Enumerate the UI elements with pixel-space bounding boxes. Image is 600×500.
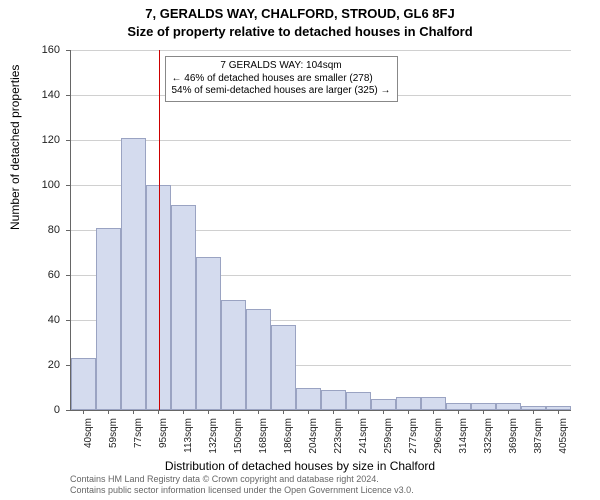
bar bbox=[346, 392, 371, 410]
bar bbox=[371, 399, 396, 410]
bar bbox=[196, 257, 221, 410]
annotation-line2: ← 46% of detached houses are smaller (27… bbox=[172, 73, 391, 86]
bar bbox=[321, 390, 346, 410]
bar bbox=[121, 138, 146, 410]
credit-line2: Contains public sector information licen… bbox=[70, 485, 414, 496]
bar bbox=[521, 406, 546, 411]
bar bbox=[396, 397, 421, 411]
chart-title-main: 7, GERALDS WAY, CHALFORD, STROUD, GL6 8F… bbox=[0, 6, 600, 21]
credit-text: Contains HM Land Registry data © Crown c… bbox=[70, 474, 414, 496]
annotation-line1: 7 GERALDS WAY: 104sqm bbox=[172, 60, 391, 73]
bar bbox=[496, 403, 521, 410]
bar bbox=[446, 403, 471, 410]
chart-title-sub: Size of property relative to detached ho… bbox=[0, 24, 600, 39]
bar bbox=[271, 325, 296, 411]
y-tick-label: 20 bbox=[0, 359, 60, 371]
bar bbox=[421, 397, 446, 411]
bar bbox=[221, 300, 246, 410]
y-tick-label: 0 bbox=[0, 404, 60, 416]
y-axis-label: Number of detached properties bbox=[8, 65, 22, 230]
y-tick-label: 60 bbox=[0, 269, 60, 281]
bar bbox=[171, 205, 196, 410]
credit-line1: Contains HM Land Registry data © Crown c… bbox=[70, 474, 414, 485]
plot-area: 7 GERALDS WAY: 104sqm ← 46% of detached … bbox=[70, 50, 571, 411]
bar bbox=[71, 358, 96, 410]
reference-line bbox=[159, 50, 160, 410]
bar bbox=[546, 406, 571, 411]
bar bbox=[296, 388, 321, 411]
bar bbox=[471, 403, 496, 410]
bar bbox=[246, 309, 271, 410]
annotation-box: 7 GERALDS WAY: 104sqm ← 46% of detached … bbox=[165, 56, 398, 102]
x-axis-label: Distribution of detached houses by size … bbox=[0, 459, 600, 473]
y-tick-label: 40 bbox=[0, 314, 60, 326]
bar bbox=[96, 228, 121, 410]
y-tick-label: 160 bbox=[0, 44, 60, 56]
annotation-line3: 54% of semi-detached houses are larger (… bbox=[172, 85, 391, 98]
